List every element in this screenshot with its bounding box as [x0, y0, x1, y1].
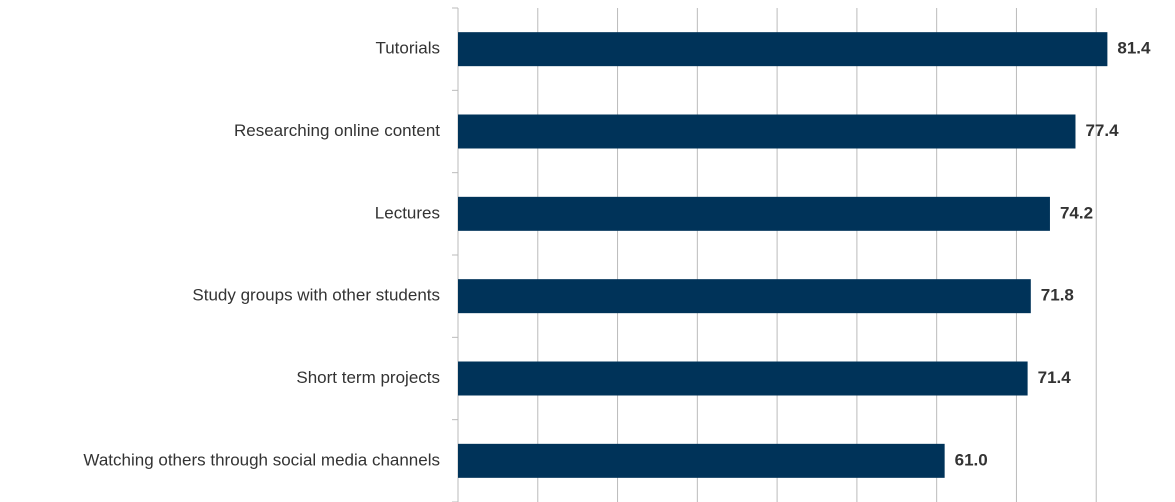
y-tick-label: Researching online content	[234, 121, 440, 140]
y-tick-label: Short term projects	[296, 368, 440, 387]
bar	[458, 361, 1028, 396]
bar	[458, 32, 1108, 67]
y-tick-label: Watching others through social media cha…	[83, 450, 440, 469]
bar	[458, 196, 1050, 231]
bar	[458, 443, 945, 478]
bar	[458, 279, 1031, 314]
value-label: 71.4	[1038, 368, 1072, 387]
value-label: 71.8	[1041, 286, 1074, 305]
value-label: 81.4	[1117, 39, 1151, 58]
y-tick-label: Study groups with other students	[192, 286, 440, 305]
bar	[458, 114, 1076, 149]
y-tick-label: Lectures	[375, 203, 440, 222]
value-label: 77.4	[1085, 121, 1119, 140]
value-label: 61.0	[955, 450, 988, 469]
value-label: 74.2	[1060, 203, 1093, 222]
y-tick-label: Tutorials	[375, 39, 440, 58]
